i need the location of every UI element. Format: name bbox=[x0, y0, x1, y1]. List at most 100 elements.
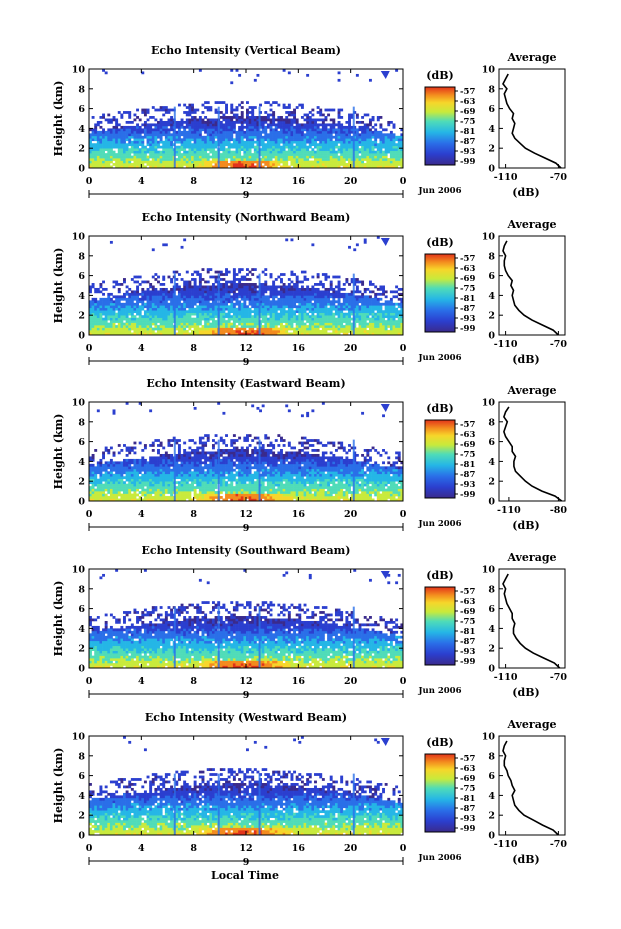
echo-cell bbox=[324, 145, 328, 149]
echo-cell bbox=[300, 160, 304, 164]
echo-cell bbox=[232, 332, 236, 336]
echo-cell bbox=[264, 287, 268, 291]
echo-cell bbox=[264, 111, 268, 114]
echo-cell bbox=[253, 307, 257, 311]
echo-cell bbox=[102, 483, 105, 487]
echo-cell bbox=[112, 330, 116, 333]
echo-cell bbox=[287, 103, 291, 107]
echo-cell bbox=[293, 305, 297, 309]
echo-cell bbox=[183, 327, 187, 331]
echo-cell bbox=[185, 150, 189, 154]
echo-cell bbox=[206, 312, 210, 316]
echo-cell bbox=[104, 160, 108, 164]
echo-cell bbox=[211, 315, 215, 318]
echo-cell bbox=[232, 158, 236, 161]
echo-cell bbox=[246, 120, 249, 124]
echo-cell bbox=[112, 135, 116, 139]
echo-cell bbox=[143, 130, 147, 134]
echo-cell bbox=[269, 327, 273, 331]
echo-cell bbox=[133, 135, 137, 139]
echo-cell bbox=[222, 130, 226, 134]
echo-cell bbox=[321, 332, 325, 336]
echo-cell bbox=[206, 133, 210, 137]
echo-cell bbox=[94, 332, 98, 336]
echo-cell bbox=[143, 332, 147, 336]
echo-cell bbox=[214, 153, 218, 156]
echo-cell bbox=[269, 290, 273, 294]
echo-cell bbox=[136, 295, 140, 299]
echo-cell bbox=[89, 493, 92, 497]
echo-cell bbox=[123, 133, 126, 137]
echo-cell bbox=[136, 305, 140, 309]
echo-cell bbox=[164, 305, 168, 309]
echo-cell bbox=[219, 283, 223, 286]
echo-cell bbox=[162, 332, 166, 336]
echo-field bbox=[89, 236, 404, 336]
echo-cell bbox=[306, 160, 310, 164]
echo-cell bbox=[374, 140, 378, 144]
echo-cell bbox=[238, 327, 242, 331]
echo-cell bbox=[96, 163, 100, 166]
echo-cell bbox=[128, 138, 132, 142]
echo-cell bbox=[293, 150, 297, 154]
echo-cell bbox=[379, 148, 383, 151]
echo-cell bbox=[162, 163, 166, 166]
echo-cell bbox=[91, 325, 95, 328]
echo-cell bbox=[348, 135, 351, 139]
echo-cell bbox=[201, 135, 205, 139]
echo-cell bbox=[311, 243, 315, 247]
echo-cell bbox=[191, 165, 194, 169]
echo-cell bbox=[384, 158, 388, 161]
echo-cell bbox=[293, 111, 297, 114]
echo-cell bbox=[211, 295, 215, 299]
echo-cell bbox=[180, 287, 184, 291]
echo-cell bbox=[120, 295, 124, 299]
echo-cell bbox=[201, 118, 205, 122]
echo-cell bbox=[99, 163, 103, 166]
echo-cell bbox=[350, 330, 354, 333]
echo-cell bbox=[340, 302, 344, 306]
echo-cell bbox=[371, 327, 375, 331]
echo-cell bbox=[358, 138, 362, 142]
echo-cell bbox=[109, 483, 113, 487]
echo-cell bbox=[321, 317, 325, 321]
echo-cell bbox=[295, 305, 299, 309]
echo-cell bbox=[99, 488, 103, 492]
echo-cell bbox=[308, 322, 312, 326]
x-tick-label: 16 bbox=[292, 343, 306, 354]
echo-cell bbox=[274, 332, 278, 336]
echo-cell bbox=[293, 285, 297, 289]
echo-cell bbox=[183, 133, 187, 137]
echo-cell bbox=[251, 165, 255, 169]
echo-cell bbox=[99, 148, 103, 151]
echo-cell bbox=[261, 145, 265, 149]
echo-cell bbox=[290, 135, 294, 139]
echo-cell bbox=[371, 155, 375, 159]
echo-cell bbox=[102, 476, 105, 480]
echo-cell bbox=[164, 108, 168, 112]
echo-cell bbox=[371, 140, 375, 144]
echo-cell bbox=[204, 302, 208, 306]
echo-cell bbox=[185, 135, 189, 139]
echo-cell bbox=[368, 160, 372, 164]
echo-cell bbox=[295, 120, 299, 124]
echo-cell bbox=[340, 108, 344, 112]
echo-cell bbox=[316, 111, 320, 114]
echo-cell bbox=[183, 310, 187, 314]
echo-cell bbox=[109, 305, 113, 309]
echo-cell bbox=[159, 106, 163, 109]
echo-cell bbox=[311, 312, 315, 316]
echo-cell bbox=[240, 123, 244, 127]
echo-cell bbox=[243, 283, 247, 286]
echo-cell bbox=[282, 310, 286, 314]
echo-spike bbox=[217, 273, 220, 335]
echo-cell bbox=[225, 285, 228, 289]
echo-cell bbox=[164, 307, 168, 311]
echo-cell bbox=[185, 295, 189, 299]
echo-cell bbox=[290, 280, 294, 284]
echo-cell bbox=[397, 327, 401, 331]
echo-cell bbox=[209, 148, 213, 151]
echo-cell bbox=[321, 155, 325, 159]
echo-cell bbox=[382, 317, 385, 321]
echo-cell bbox=[222, 332, 226, 336]
